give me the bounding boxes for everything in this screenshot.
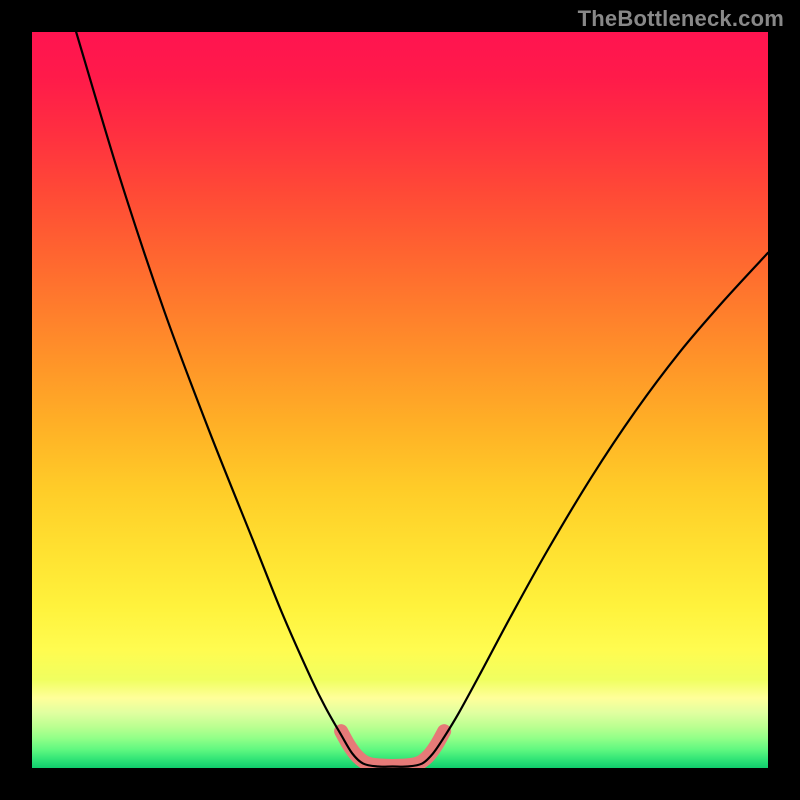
chart-frame: TheBottleneck.com bbox=[0, 0, 800, 800]
plot-area bbox=[32, 32, 768, 768]
watermark-text: TheBottleneck.com bbox=[578, 6, 784, 32]
chart-svg bbox=[32, 32, 768, 768]
chart-background bbox=[32, 32, 768, 768]
